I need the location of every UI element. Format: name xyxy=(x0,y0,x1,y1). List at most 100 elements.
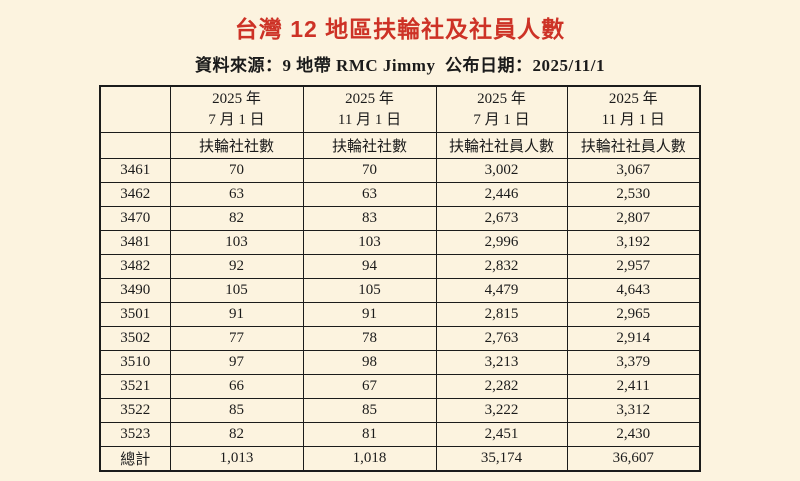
value-cell: 2,530 xyxy=(566,182,701,207)
value-cell: 3,312 xyxy=(566,398,701,423)
district-cell: 3490 xyxy=(99,278,171,303)
value-cell: 105 xyxy=(302,278,437,303)
header-metric-col3: 扶輪社社員人數 xyxy=(435,132,568,159)
header-period-row: 2025 年 7 月 1 日 2025 年 11 月 1 日 2025 年 7 … xyxy=(99,85,701,133)
value-cell: 4,643 xyxy=(566,278,701,303)
value-cell: 94 xyxy=(302,254,437,279)
value-cell: 1,013 xyxy=(169,446,304,472)
value-cell: 63 xyxy=(302,182,437,207)
table-row: 3470 82 83 2,673 2,807 xyxy=(99,206,701,231)
value-cell: 81 xyxy=(302,422,437,447)
value-cell: 2,914 xyxy=(566,326,701,351)
table-row: 3522 85 85 3,222 3,312 xyxy=(99,398,701,423)
value-cell: 2,451 xyxy=(435,422,568,447)
table-row: 3461 70 70 3,002 3,067 xyxy=(99,158,701,183)
value-cell: 2,957 xyxy=(566,254,701,279)
value-cell: 4,479 xyxy=(435,278,568,303)
district-cell: 3502 xyxy=(99,326,171,351)
value-cell: 98 xyxy=(302,350,437,375)
value-cell: 103 xyxy=(169,230,304,255)
value-cell: 2,996 xyxy=(435,230,568,255)
table-row: 3502 77 78 2,763 2,914 xyxy=(99,326,701,351)
value-cell: 63 xyxy=(169,182,304,207)
value-cell: 70 xyxy=(302,158,437,183)
value-cell: 91 xyxy=(302,302,437,327)
value-cell: 83 xyxy=(302,206,437,231)
value-cell: 2,673 xyxy=(435,206,568,231)
value-cell: 92 xyxy=(169,254,304,279)
value-cell: 77 xyxy=(169,326,304,351)
table-row: 3482 92 94 2,832 2,957 xyxy=(99,254,701,279)
header-metric-col1: 扶輪社社數 xyxy=(169,132,304,159)
header-metric-row: 扶輪社社數 扶輪社社數 扶輪社社員人數 扶輪社社員人數 xyxy=(99,132,701,159)
value-cell: 103 xyxy=(302,230,437,255)
value-cell: 35,174 xyxy=(435,446,568,472)
value-cell: 3,379 xyxy=(566,350,701,375)
district-cell: 3470 xyxy=(99,206,171,231)
value-cell: 70 xyxy=(169,158,304,183)
corner-cell xyxy=(99,132,171,159)
table-row: 3521 66 67 2,282 2,411 xyxy=(99,374,701,399)
value-cell: 2,411 xyxy=(566,374,701,399)
value-cell: 2,446 xyxy=(435,182,568,207)
table-row: 3510 97 98 3,213 3,379 xyxy=(99,350,701,375)
header-period-col4: 2025 年 11 月 1 日 xyxy=(566,85,701,133)
value-cell: 105 xyxy=(169,278,304,303)
value-cell: 2,282 xyxy=(435,374,568,399)
source-line: 資料來源：9 地帶 RMC Jimmy 公布日期：2025/11/1 xyxy=(195,56,605,75)
district-cell: 3481 xyxy=(99,230,171,255)
period-date: 7 月 1 日 xyxy=(473,111,530,128)
value-cell: 2,815 xyxy=(435,302,568,327)
district-cell: 3521 xyxy=(99,374,171,399)
value-cell: 3,002 xyxy=(435,158,568,183)
table-row: 3490 105 105 4,479 4,643 xyxy=(99,278,701,303)
header-period-col2: 2025 年 11 月 1 日 xyxy=(302,85,437,133)
value-cell: 2,763 xyxy=(435,326,568,351)
total-row: 總計 1,013 1,018 35,174 36,607 xyxy=(99,446,701,472)
value-cell: 3,067 xyxy=(566,158,701,183)
header-metric-col2: 扶輪社社數 xyxy=(302,132,437,159)
header-period-col3: 2025 年 7 月 1 日 xyxy=(435,85,568,133)
table-row: 3501 91 91 2,815 2,965 xyxy=(99,302,701,327)
district-cell: 3461 xyxy=(99,158,171,183)
value-cell: 85 xyxy=(302,398,437,423)
value-cell: 97 xyxy=(169,350,304,375)
period-year: 2025 年 xyxy=(608,90,658,107)
value-cell: 1,018 xyxy=(302,446,437,472)
period-date: 11 月 1 日 xyxy=(601,111,665,128)
period-date: 7 月 1 日 xyxy=(208,111,265,128)
table-row: 3481 103 103 2,996 3,192 xyxy=(99,230,701,255)
district-cell: 3522 xyxy=(99,398,171,423)
table-row: 3523 82 81 2,451 2,430 xyxy=(99,422,701,447)
rotary-districts-table: 2025 年 7 月 1 日 2025 年 11 月 1 日 2025 年 7 … xyxy=(99,85,701,472)
value-cell: 67 xyxy=(302,374,437,399)
table-row: 3462 63 63 2,446 2,530 xyxy=(99,182,701,207)
period-date: 11 月 1 日 xyxy=(337,111,402,128)
district-cell: 3501 xyxy=(99,302,171,327)
value-cell: 3,213 xyxy=(435,350,568,375)
value-cell: 3,222 xyxy=(435,398,568,423)
value-cell: 78 xyxy=(302,326,437,351)
value-cell: 85 xyxy=(169,398,304,423)
total-label-cell: 總計 xyxy=(99,446,171,472)
value-cell: 66 xyxy=(169,374,304,399)
header-metric-col4: 扶輪社社員人數 xyxy=(566,132,701,159)
period-year: 2025 年 xyxy=(477,90,526,107)
district-cell: 3510 xyxy=(99,350,171,375)
value-cell: 2,965 xyxy=(566,302,701,327)
value-cell: 82 xyxy=(169,206,304,231)
value-cell: 82 xyxy=(169,422,304,447)
period-year: 2025 年 xyxy=(345,90,394,107)
value-cell: 2,807 xyxy=(566,206,701,231)
value-cell: 2,430 xyxy=(566,422,701,447)
value-cell: 91 xyxy=(169,302,304,327)
value-cell: 3,192 xyxy=(566,230,701,255)
page-title: 台灣 12 地區扶輪社及社員人數 xyxy=(234,16,566,42)
period-year: 2025 年 xyxy=(212,90,261,107)
district-cell: 3523 xyxy=(99,422,171,447)
value-cell: 2,832 xyxy=(435,254,568,279)
header-period-col1: 2025 年 7 月 1 日 xyxy=(169,85,304,133)
value-cell: 36,607 xyxy=(566,446,701,472)
district-cell: 3462 xyxy=(99,182,171,207)
